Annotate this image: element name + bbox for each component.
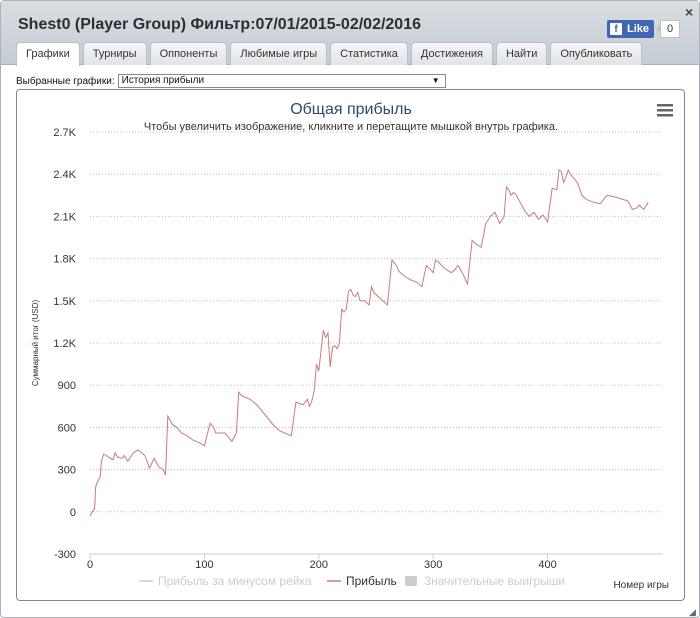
resize-handle-icon[interactable]: ◢ bbox=[689, 607, 696, 617]
y-tick-label: 1.2K bbox=[53, 338, 76, 350]
tab-publish[interactable]: Опубликовать bbox=[550, 42, 643, 65]
tab-bar: Графики Турниры Оппоненты Любимые игры С… bbox=[16, 42, 645, 66]
tab-achievements[interactable]: Достижения bbox=[410, 42, 493, 65]
facebook-like-button[interactable]: f Like bbox=[607, 20, 654, 38]
x-tick-label: 200 bbox=[310, 559, 328, 571]
x-tick-label: 0 bbox=[87, 559, 93, 571]
facebook-icon: f bbox=[610, 23, 622, 35]
y-axis-ticks: -300 0 300 600 900 1.2K 1.5K 1.8K 2.1K 2.4K 2.7K bbox=[53, 127, 76, 561]
x-axis-label: Номер игры bbox=[613, 580, 669, 591]
y-axis-label: Суммарный итог (USD) bbox=[31, 300, 40, 387]
chart-selector-value: История прибыли bbox=[121, 75, 205, 86]
facebook-like-widget: f Like 0 bbox=[607, 20, 681, 38]
chart-selector-label: Выбранные графики: bbox=[16, 75, 115, 87]
chart-menu-icon[interactable] bbox=[657, 104, 673, 117]
legend-item[interactable]: Прибыль bbox=[327, 574, 397, 588]
chart-selector-dropdown[interactable]: История прибыли ▼ bbox=[117, 74, 446, 88]
y-tick-label: 2.1K bbox=[53, 211, 76, 223]
window-title: Shest0 (Player Group) Фильтр:07/01/2015-… bbox=[18, 16, 421, 33]
x-axis-ticks: 0 100 200 300 400 bbox=[87, 553, 662, 571]
close-icon[interactable]: × bbox=[685, 4, 694, 20]
y-tick-label: -300 bbox=[54, 549, 76, 561]
tab-opponents[interactable]: Оппоненты bbox=[149, 42, 228, 65]
tab-statistics[interactable]: Статистика bbox=[330, 42, 408, 65]
y-tick-label: 1.8K bbox=[53, 254, 76, 266]
legend-item[interactable]: Прибыль за минусом рейка bbox=[139, 574, 312, 588]
y-tick-label: 900 bbox=[58, 380, 76, 392]
chart-legend: Прибыль за минусом рейка Прибыль Значитель… bbox=[139, 574, 565, 588]
facebook-like-label: Like bbox=[627, 23, 650, 35]
tab-charts[interactable]: Графики bbox=[16, 42, 80, 66]
legend-swatch bbox=[405, 576, 417, 586]
series-line-profit bbox=[89, 168, 649, 517]
facebook-like-count: 0 bbox=[655, 20, 681, 38]
tab-find[interactable]: Найти bbox=[495, 42, 548, 65]
y-tick-label: 2.4K bbox=[53, 169, 76, 181]
legend-label: Значительные выигрыши bbox=[424, 574, 565, 588]
x-tick-label: 400 bbox=[538, 559, 556, 571]
x-tick-label: 100 bbox=[195, 559, 213, 571]
dropdown-arrow-icon: ▼ bbox=[431, 76, 440, 85]
y-tick-label: 600 bbox=[58, 422, 76, 434]
legend-label: Прибыль за минусом рейка bbox=[158, 574, 312, 588]
tab-tournaments[interactable]: Турниры bbox=[82, 42, 147, 65]
chart-subtitle: Чтобы увеличить изображение, кликните и … bbox=[144, 121, 558, 133]
y-tick-label: 1.5K bbox=[53, 296, 76, 308]
legend-item[interactable]: Значительные выигрыши bbox=[405, 574, 565, 588]
chart-selector-row: Выбранные графики: История прибыли ▼ bbox=[16, 74, 446, 88]
y-tick-label: 0 bbox=[70, 507, 76, 519]
chart-panel[interactable]: -300 0 300 600 900 1.2K 1.5K 1.8K 2.1K 2.4K 2.7K 0… bbox=[16, 89, 685, 601]
x-tick-label: 300 bbox=[424, 559, 442, 571]
y-tick-label: 300 bbox=[58, 465, 76, 477]
chart-gridlines bbox=[90, 131, 662, 555]
legend-label: Прибыль bbox=[346, 574, 397, 588]
y-tick-label: 2.7K bbox=[53, 127, 76, 139]
chart-title: Общая прибыль bbox=[290, 101, 412, 118]
profit-chart[interactable]: -300 0 300 600 900 1.2K 1.5K 1.8K 2.1K 2.4K 2.7K 0… bbox=[17, 90, 684, 600]
tab-favorite-games[interactable]: Любимые игры bbox=[230, 42, 328, 65]
